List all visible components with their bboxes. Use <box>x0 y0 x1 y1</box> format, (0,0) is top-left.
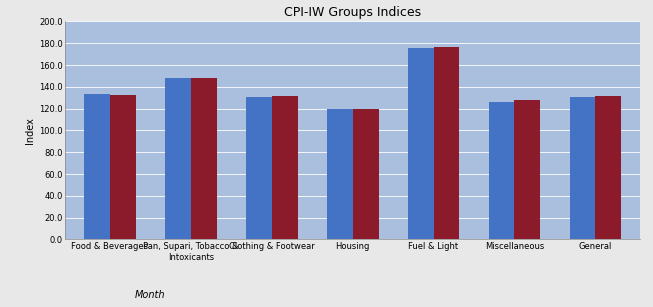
Bar <box>84 94 110 239</box>
Title: CPI-IW Groups Indices: CPI-IW Groups Indices <box>284 6 421 19</box>
Bar <box>165 78 191 239</box>
Bar <box>353 109 379 239</box>
Bar <box>515 100 541 239</box>
Bar <box>272 95 298 239</box>
Bar <box>326 109 353 239</box>
Bar <box>596 96 621 239</box>
Bar <box>191 78 217 239</box>
Bar <box>434 47 460 239</box>
Bar <box>110 95 136 239</box>
Y-axis label: Index: Index <box>25 117 35 144</box>
Bar <box>488 102 515 239</box>
Bar <box>407 48 434 239</box>
Bar <box>246 97 272 239</box>
Text: Month: Month <box>135 290 165 300</box>
Bar <box>569 97 596 239</box>
